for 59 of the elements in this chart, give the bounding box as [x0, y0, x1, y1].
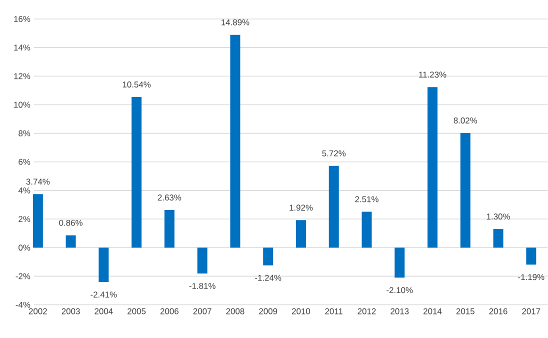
bar: [328, 166, 339, 248]
y-tick-label: 12%: [14, 73, 30, 80]
data-label: 1.92%: [290, 204, 313, 211]
bar: [98, 248, 109, 282]
data-label: 2.63%: [158, 194, 182, 201]
x-tick-label: 2008: [226, 308, 244, 314]
y-tick-label: 6%: [18, 159, 30, 165]
bar: [164, 210, 174, 248]
data-label: 10.54%: [122, 82, 151, 88]
bar: [394, 248, 405, 278]
bar: [428, 87, 438, 248]
bar: [526, 248, 536, 265]
bar: [32, 194, 43, 248]
bar: [230, 34, 240, 248]
data-label: 11.23%: [419, 72, 446, 78]
data-label: 1.30%: [486, 214, 510, 220]
x-tick-label: 2010: [292, 308, 310, 314]
bar: [132, 97, 142, 248]
bar: [296, 220, 306, 248]
x-tick-label: 2002: [28, 308, 47, 314]
x-tick-label: 2015: [456, 308, 474, 314]
x-tick-label: 2005: [128, 308, 146, 314]
bar: [263, 248, 274, 266]
x-tick-label: 2016: [489, 308, 508, 314]
data-label: 3.74%: [26, 178, 50, 185]
data-label: -1.24%: [255, 274, 282, 281]
data-label: 2.51%: [355, 196, 378, 202]
y-tick-label: 0%: [18, 244, 30, 251]
bar: [362, 212, 372, 248]
bar: [197, 248, 208, 274]
y-tick-label: 10%: [14, 102, 30, 108]
y-tick-label: 4%: [18, 188, 30, 194]
y-tick-label: 2%: [18, 216, 30, 222]
data-label: 0.86%: [59, 220, 83, 226]
x-tick-label: 2009: [259, 308, 278, 314]
data-label: 8.02%: [454, 118, 478, 124]
x-tick-label: 2014: [424, 308, 442, 314]
data-label: -2.10%: [386, 287, 413, 294]
x-tick-label: 2013: [390, 308, 409, 314]
y-tick-label: -4%: [16, 302, 30, 308]
bar: [66, 235, 76, 248]
data-label: -1.19%: [518, 274, 544, 280]
x-tick-label: 2011: [325, 308, 343, 314]
x-tick-label: 2007: [193, 308, 212, 314]
data-label: 5.72%: [322, 150, 346, 156]
y-tick-label: 14%: [14, 44, 30, 51]
x-tick-label: 2004: [94, 308, 113, 314]
y-tick-label: 8%: [18, 130, 30, 136]
x-tick-label: 2003: [62, 308, 80, 314]
x-tick-label: 2006: [160, 308, 178, 314]
y-tick-label: -2%: [16, 273, 30, 280]
x-tick-label: 2012: [358, 308, 376, 314]
y-tick-label: 16%: [14, 16, 30, 22]
data-label: -2.41%: [90, 292, 117, 298]
data-label: 14.89%: [222, 19, 250, 26]
bar: [460, 133, 470, 248]
x-tick-label: 2017: [522, 308, 540, 314]
bar: [493, 229, 504, 248]
data-label: -1.81%: [189, 283, 216, 290]
